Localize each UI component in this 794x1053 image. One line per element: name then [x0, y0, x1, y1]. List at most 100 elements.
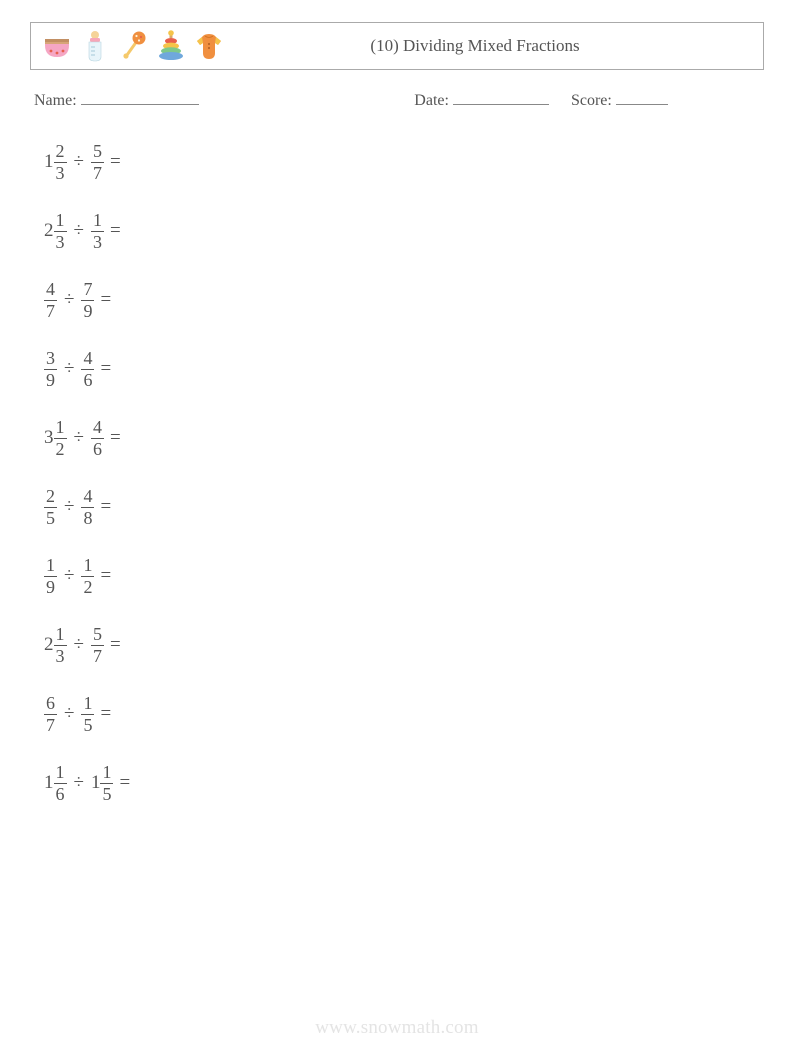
problem-row: 213÷57= — [44, 623, 764, 667]
operator: ÷ — [74, 151, 84, 173]
problem-row: 213÷13= — [44, 209, 764, 253]
operator: ÷ — [64, 289, 74, 311]
equals: = — [100, 703, 111, 725]
date-label: Date: — [414, 92, 449, 109]
numerator: 7 — [81, 280, 94, 299]
denominator: 2 — [81, 578, 94, 597]
denominator: 7 — [91, 164, 104, 183]
fraction: 67 — [44, 694, 57, 735]
fraction: 15 — [100, 763, 113, 804]
numerator: 1 — [44, 556, 57, 575]
denominator: 6 — [91, 440, 104, 459]
fraction: 13 — [91, 211, 104, 252]
equals: = — [100, 496, 111, 518]
numerator: 1 — [91, 211, 104, 230]
denominator: 7 — [91, 647, 104, 666]
fraction: 12 — [81, 556, 94, 597]
denominator: 6 — [54, 785, 67, 804]
whole-number: 1 — [44, 772, 54, 794]
fraction: 57 — [91, 142, 104, 183]
denominator: 3 — [54, 647, 67, 666]
diaper-icon — [39, 28, 75, 64]
numerator: 1 — [81, 694, 94, 713]
denominator: 9 — [44, 578, 57, 597]
numerator: 1 — [81, 556, 94, 575]
problems-list: 123÷57=213÷13=47÷79=39÷46=312÷46=25÷48=1… — [30, 140, 764, 805]
problem-row: 25 ÷ 48 = — [44, 485, 764, 529]
numerator: 1 — [54, 625, 67, 644]
score-underline — [616, 104, 668, 105]
fraction: 25 — [44, 487, 57, 528]
operator: ÷ — [64, 496, 74, 518]
fraction: 13 — [54, 625, 67, 666]
denominator: 7 — [44, 716, 57, 735]
whole-number: 1 — [91, 772, 101, 794]
operator: ÷ — [74, 772, 84, 794]
numerator: 1 — [54, 418, 67, 437]
numerator: 3 — [44, 349, 57, 368]
problem-row: 47÷79= — [44, 278, 764, 322]
problem-row: 123÷57= — [44, 140, 764, 184]
numerator: 5 — [91, 142, 104, 161]
numerator: 4 — [44, 280, 57, 299]
fraction: 39 — [44, 349, 57, 390]
whole-number: 2 — [44, 634, 54, 656]
denominator: 8 — [81, 509, 94, 528]
rattle-icon — [115, 28, 151, 64]
fraction: 23 — [54, 142, 67, 183]
fraction: 19 — [44, 556, 57, 597]
numerator: 1 — [100, 763, 113, 782]
onesie-icon — [191, 28, 227, 64]
worksheet-title: (10) Dividing Mixed Fractions — [227, 36, 753, 56]
fraction: 48 — [81, 487, 94, 528]
denominator: 3 — [91, 233, 104, 252]
fraction: 46 — [91, 418, 104, 459]
denominator: 3 — [54, 164, 67, 183]
operator: ÷ — [64, 358, 74, 380]
denominator: 3 — [54, 233, 67, 252]
numerator: 4 — [91, 418, 104, 437]
problem-row: 39÷46= — [44, 347, 764, 391]
watermark: www.snowmath.com — [0, 1017, 794, 1039]
numerator: 2 — [54, 142, 67, 161]
score-label: Score: — [571, 92, 612, 109]
denominator: 9 — [44, 371, 57, 390]
equals: = — [100, 289, 111, 311]
score-field: Score: — [571, 92, 668, 110]
denominator: 9 — [81, 302, 94, 321]
equals: = — [100, 358, 111, 380]
fraction: 12 — [54, 418, 67, 459]
whole-number: 3 — [44, 427, 54, 449]
worksheet-page: (10) Dividing Mixed Fractions Name: Date… — [0, 0, 794, 1053]
whole-number: 2 — [44, 220, 54, 242]
operator: ÷ — [74, 427, 84, 449]
numerator: 5 — [91, 625, 104, 644]
numerator: 1 — [54, 211, 67, 230]
denominator: 5 — [100, 785, 113, 804]
fraction: 47 — [44, 280, 57, 321]
name-field: Name: — [34, 92, 414, 110]
name-label: Name: — [34, 92, 77, 109]
header-box: (10) Dividing Mixed Fractions — [30, 22, 764, 70]
operator: ÷ — [74, 634, 84, 656]
operator: ÷ — [64, 565, 74, 587]
whole-number: 1 — [44, 151, 54, 173]
operator: ÷ — [64, 703, 74, 725]
header-icons — [39, 28, 227, 64]
denominator: 6 — [81, 371, 94, 390]
equals: = — [110, 427, 121, 449]
date-field: Date: — [414, 92, 549, 110]
numerator: 4 — [81, 349, 94, 368]
fraction: 13 — [54, 211, 67, 252]
stacking-rings-icon — [153, 28, 189, 64]
equals: = — [110, 151, 121, 173]
equals: = — [119, 772, 130, 794]
problem-row: 312÷46= — [44, 416, 764, 460]
fraction: 57 — [91, 625, 104, 666]
fraction: 46 — [81, 349, 94, 390]
problem-row: 67÷15= — [44, 692, 764, 736]
denominator: 2 — [54, 440, 67, 459]
bottle-icon — [77, 28, 113, 64]
denominator: 7 — [44, 302, 57, 321]
name-underline — [81, 104, 199, 105]
